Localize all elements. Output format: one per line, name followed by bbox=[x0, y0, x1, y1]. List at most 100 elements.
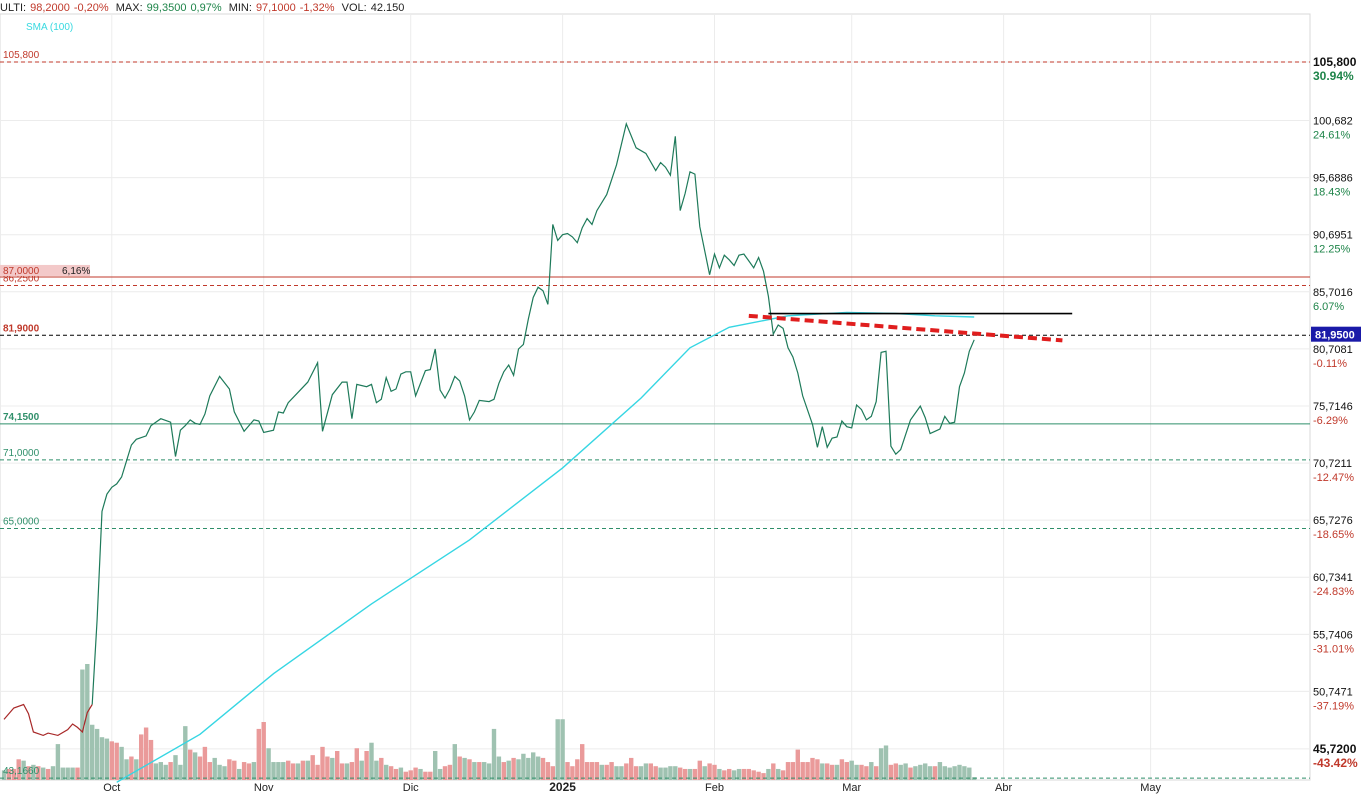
volume-bar bbox=[241, 762, 247, 780]
volume-bar bbox=[967, 767, 972, 780]
volume-bar bbox=[736, 768, 742, 780]
volume-bar bbox=[163, 764, 168, 780]
volume-bar bbox=[952, 766, 957, 780]
volume-bar bbox=[545, 762, 551, 780]
volume-bar bbox=[834, 764, 840, 780]
volume-bar bbox=[766, 768, 771, 780]
volume-bar bbox=[330, 757, 335, 780]
axis-pct-label: -12.47% bbox=[1313, 472, 1354, 484]
volume-bar bbox=[256, 728, 261, 780]
plot-frame bbox=[0, 13, 1311, 781]
axis-pct-label: -31.01% bbox=[1313, 643, 1354, 655]
axis-pct-label: 12.25% bbox=[1313, 244, 1351, 256]
axis-price-label: 70,7211 bbox=[1313, 458, 1352, 470]
volume-bar bbox=[442, 766, 448, 780]
volume-bar bbox=[276, 762, 281, 780]
volume-bar bbox=[237, 768, 242, 780]
volume-bar bbox=[212, 757, 217, 780]
volume-bar bbox=[883, 745, 889, 780]
volume-bar bbox=[320, 746, 325, 780]
horizontal-levels[interactable]: 105,800 86,2500 81,9000 74,1500 71,0000 65,00… bbox=[0, 50, 1310, 779]
volume-bar bbox=[227, 759, 232, 780]
volume-bar bbox=[344, 763, 350, 780]
volume-bar bbox=[599, 764, 604, 780]
level-label: 65,0000 bbox=[3, 516, 40, 527]
volume-bar bbox=[771, 763, 776, 780]
volume-bar bbox=[614, 766, 619, 780]
volume-bar bbox=[462, 757, 467, 780]
volume-bar bbox=[398, 767, 404, 780]
volume-bar bbox=[927, 766, 933, 780]
volume-bar bbox=[972, 777, 977, 780]
volume-bar bbox=[437, 768, 443, 780]
volume-bar bbox=[741, 768, 747, 780]
axis-pct-label: -0.11% bbox=[1313, 358, 1347, 370]
volume-bar bbox=[903, 763, 908, 780]
volume-bar bbox=[888, 764, 894, 780]
month-label: Nov bbox=[254, 782, 274, 794]
volume-bar bbox=[388, 766, 394, 780]
volume-bar bbox=[535, 756, 541, 780]
volume-bar bbox=[41, 767, 46, 780]
volume-bar bbox=[624, 763, 629, 780]
volume-bar bbox=[6, 768, 12, 780]
axis-pct-label: 18.43% bbox=[1313, 187, 1351, 199]
volume-bar bbox=[707, 763, 712, 780]
volume-bar bbox=[957, 764, 962, 780]
volume-bar bbox=[849, 760, 854, 780]
volume-bar bbox=[790, 762, 796, 780]
volume-bar bbox=[374, 760, 379, 780]
sma-legend-label[interactable]: SMA (100) bbox=[26, 22, 74, 33]
red-dashed-trendline[interactable] bbox=[748, 313, 1063, 343]
volume-bar bbox=[384, 764, 389, 780]
drawings-layer[interactable] bbox=[748, 312, 1073, 343]
volume-bar bbox=[335, 751, 340, 780]
volume-bar bbox=[751, 770, 756, 780]
volume-bar bbox=[864, 766, 869, 780]
volume-bar bbox=[604, 764, 609, 780]
volume-bar bbox=[16, 759, 21, 780]
volume-bar bbox=[717, 768, 722, 780]
volume-bar bbox=[290, 763, 296, 780]
volume-bar bbox=[805, 762, 810, 780]
volume-bar bbox=[648, 763, 653, 780]
volume-bar bbox=[565, 762, 570, 780]
volume-bar bbox=[506, 760, 511, 780]
volume-bar bbox=[339, 763, 345, 780]
volume-bar bbox=[839, 759, 845, 780]
volume-bar bbox=[692, 768, 698, 780]
resistance-price-label: 87,0000 bbox=[3, 266, 40, 277]
resistance-pct-label: 6,16% bbox=[62, 266, 90, 277]
axis-price-label: 45,7200 bbox=[1313, 742, 1357, 756]
volume-bar bbox=[678, 767, 683, 780]
volume-bar bbox=[825, 763, 830, 780]
volume-bar bbox=[36, 766, 41, 780]
axis-pct-label: 30.94% bbox=[1313, 69, 1354, 83]
volume-bar bbox=[467, 759, 472, 780]
last-value: 98,2000 bbox=[30, 2, 70, 14]
volume-bar bbox=[65, 767, 70, 780]
volume-bar bbox=[727, 768, 732, 780]
volume-bar bbox=[629, 757, 634, 780]
volume-bar bbox=[124, 759, 129, 780]
level-label: 71,0000 bbox=[3, 448, 40, 459]
month-label: Oct bbox=[103, 782, 120, 794]
volume-bar bbox=[869, 762, 874, 780]
volume-bar bbox=[433, 751, 438, 780]
volume-bar bbox=[722, 770, 727, 780]
volume-bar bbox=[746, 768, 751, 780]
volume-bar bbox=[354, 748, 359, 780]
max-value: 99,3500 bbox=[146, 2, 187, 14]
volume-bar bbox=[109, 741, 114, 780]
volume-bar bbox=[359, 760, 364, 780]
volume-bar bbox=[937, 762, 943, 780]
volume-bar bbox=[325, 756, 330, 780]
volume-bar bbox=[26, 766, 31, 780]
volume-bar bbox=[80, 669, 85, 780]
volume-bar bbox=[913, 766, 918, 780]
grid bbox=[0, 13, 1311, 781]
volume-bar bbox=[222, 766, 227, 780]
volume-bar bbox=[638, 766, 644, 780]
axis-pct-label: -37.19% bbox=[1313, 700, 1354, 712]
